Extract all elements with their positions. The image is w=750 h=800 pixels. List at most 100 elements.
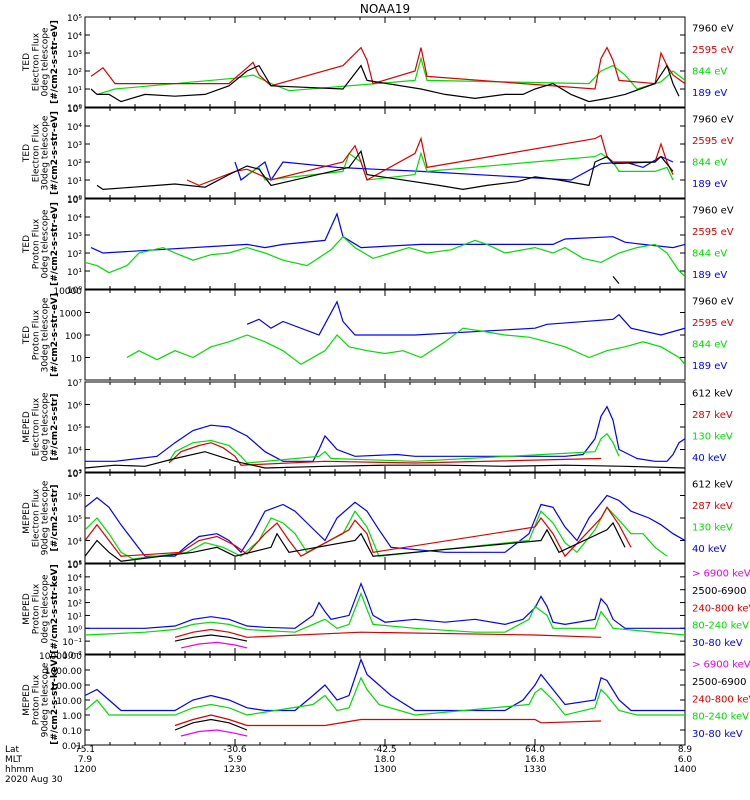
series-black-line [90, 64, 680, 103]
y-tick-label: 10⁷ [67, 470, 82, 480]
y-axis-label-line: Electron Flux [31, 32, 41, 91]
panel-3: 10⁰ 10¹ 10² 10³ 10⁴ 10⁵ TEDProton Flux0deg tel… [22, 196, 734, 296]
y-axis-label-line: 90deg telescope [41, 662, 51, 737]
footer-row-value: 1330 [524, 765, 547, 775]
legend-entry: 189 eV [692, 361, 727, 372]
y-axis-label-line: 0deg telescope [41, 209, 51, 279]
y-axis-label: TEDProton Flux30deg telescope[#/cm2-s-st… [22, 293, 60, 377]
series-group [85, 494, 685, 562]
y-tick-label: 1000.00 [45, 667, 82, 677]
y-axis-label-line: [#/cm2-s-str-keV] [50, 655, 60, 745]
footer-row-label: Lat [5, 745, 20, 755]
y-tick-label: 10² [67, 600, 82, 610]
y-tick-label: 10000.00 [39, 652, 82, 662]
y-tick-label: 10² [67, 159, 82, 169]
legend-entry: 844 eV [692, 67, 727, 78]
footer-row-value: 7.9 [78, 755, 93, 765]
legend-entry: 2500-6900 [692, 677, 747, 688]
y-tick-label: 10⁵ [67, 105, 82, 115]
y-axis-label-line: 30deg telescope [41, 115, 51, 190]
series-blue-line [85, 581, 685, 629]
series-green-line [168, 432, 620, 464]
series-black-line [612, 276, 620, 284]
series-red-line [174, 628, 602, 638]
series-green-line [85, 676, 685, 716]
series-blue-line [85, 405, 685, 462]
y-tick-label: 100 [65, 332, 82, 342]
legend-entry: 2595 eV [692, 136, 734, 147]
legend-entry: 189 eV [692, 270, 727, 281]
series-red-line [186, 134, 674, 187]
footer-row-label: hhmm [5, 765, 34, 775]
y-axis-label-line: [#/cm2-s-str] [50, 485, 60, 552]
series-black-line [174, 634, 248, 642]
y-tick-label: 10 [71, 355, 83, 365]
footer-row-value: 8.9 [678, 745, 693, 755]
legend-entry: 287 keV [692, 410, 733, 421]
legend-entry: 844 eV [692, 249, 727, 260]
y-tick-label: 10.00 [56, 697, 82, 707]
legend-entry: 612 keV [692, 480, 733, 491]
y-axis-label-line: 0deg telescope [41, 27, 51, 97]
series-group [126, 300, 685, 366]
series-black-line [96, 149, 674, 191]
panel-8: 0.010.101.0010.00100.001000.0010000.00ME… [22, 652, 750, 752]
y-tick-label: 10⁰ [67, 195, 82, 205]
y-axis-label-line: 0deg telescope [41, 574, 51, 644]
y-axis-label-line: [#/cm2-s-str-eV] [50, 20, 60, 104]
y-axis-label-line: Proton Flux [31, 309, 41, 360]
y-tick-label: 10³ [67, 587, 82, 597]
y-axis-label-line: Proton Flux [31, 583, 41, 634]
y-axis-label: MEPEDProton Flux0deg telescope[#/cm2-s-s… [22, 564, 60, 654]
footer-row-value: 1400 [674, 765, 697, 775]
series-green-line [85, 235, 685, 277]
legend-entry: 189 eV [692, 88, 727, 99]
y-tick-label: 10⁻¹ [62, 638, 82, 648]
series-black-line [85, 521, 626, 562]
y-tick-label: 10⁴ [67, 32, 82, 42]
series-green-line [85, 591, 685, 636]
legend-entry: 240-800 keV [692, 603, 750, 614]
legend-entry: 2595 eV [692, 45, 734, 56]
series-blue-line [234, 155, 674, 182]
panel-frame [84, 472, 686, 564]
series-group [85, 581, 685, 649]
footer-axis-labels: Lat 75.1 -30.6 -42.5 64.0 8.9 MLT 7.9 5.9 18.0 16.… [5, 745, 697, 785]
legend-entry: > 6900 keV [692, 569, 750, 580]
panel-7: 10⁻² 10⁻¹ 10⁰ 10¹ 10² 10³ 10⁴ 10⁵ MEPEDProton Fl… [22, 561, 750, 661]
series-group [85, 212, 685, 284]
y-axis-label-line: 90deg telescope [41, 480, 51, 555]
y-tick-label: 10¹ [67, 612, 82, 622]
y-axis-label-line: [#/cm2-s-str-eV] [50, 202, 60, 286]
footer-row-value: 16.8 [525, 755, 545, 765]
y-tick-label: 10³ [67, 50, 82, 60]
legend-entry: 2595 eV [692, 227, 734, 238]
series-red-line [174, 714, 602, 727]
footer-row-label: MLT [5, 755, 23, 765]
y-tick-label: 10⁷ [67, 379, 82, 389]
y-axis-label: MEPEDElectron Flux90deg telescope[#/cm2-… [22, 480, 60, 555]
y-axis-label-line: [#/cm2-s-str-eV] [50, 293, 60, 377]
series-blue-line [85, 657, 685, 712]
series-black-line [174, 718, 248, 731]
series-green-line [126, 327, 685, 366]
y-axis-label-line: MEPED [22, 593, 32, 625]
figure-title: NOAA19 [360, 2, 410, 16]
legend-entry: 844 eV [692, 340, 727, 351]
y-axis-label-line: Proton Flux [31, 674, 41, 725]
y-axis-label-line: MEPED [22, 411, 32, 443]
series-magenta-line [180, 641, 248, 649]
legend-entry: 844 eV [692, 158, 727, 169]
y-axis-label-line: MEPED [22, 502, 32, 534]
y-tick-label: 1000 [59, 310, 82, 320]
series-blue-line [90, 212, 685, 254]
y-axis-label-line: [#/cm2-s-str-keV] [50, 564, 60, 654]
legend-entry: 612 keV [692, 389, 733, 400]
legend-entry: 189 eV [692, 179, 727, 190]
y-axis-label-line: 30deg telescope [41, 297, 51, 372]
y-tick-label: 10⁶ [67, 402, 82, 412]
legend-entry: 80-240 keV [692, 712, 749, 723]
series-magenta-line [180, 729, 248, 737]
